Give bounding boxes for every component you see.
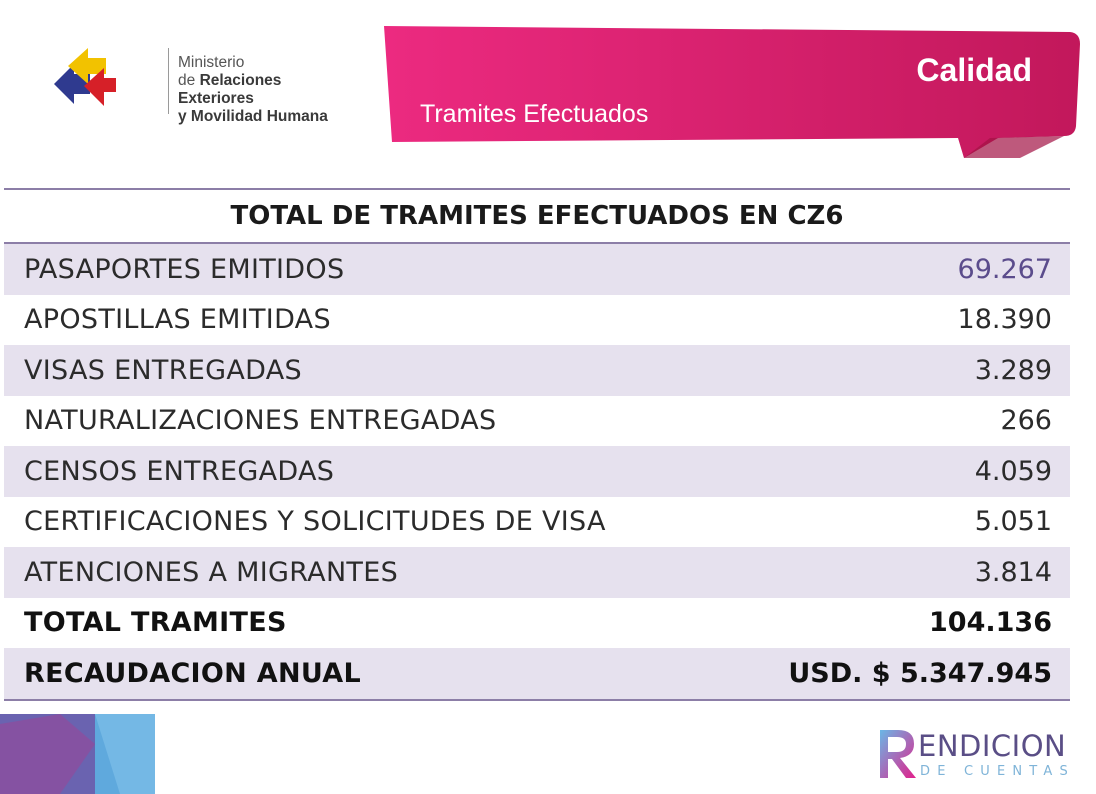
row-label: NATURALIZACIONES ENTREGADAS <box>24 405 497 437</box>
table-row-recaudacion: RECAUDACION ANUAL USD. $ 5.347.945 <box>4 648 1070 699</box>
ministry-arrows-icon <box>54 48 116 106</box>
table-bottom-rule <box>4 698 1070 701</box>
ministry-name-line2-prefix: de <box>178 72 200 89</box>
row-label: APOSTILLAS EMITIDAS <box>24 304 331 336</box>
ministry-logo: Ministerio de Relaciones Exteriores y Mo… <box>50 44 340 125</box>
table-top-rule <box>4 188 1070 190</box>
table-row-total: TOTAL TRAMITES 104.136 <box>4 598 1070 649</box>
row-value: 18.390 <box>957 304 1052 336</box>
logo-divider <box>168 48 169 114</box>
row-label: CERTIFICACIONES Y SOLICITUDES DE VISA <box>24 506 606 538</box>
section-banner: Calidad Tramites Efectuados <box>370 22 1082 162</box>
rendicion-r-icon <box>880 730 916 778</box>
row-value: USD. $ 5.347.945 <box>788 657 1052 689</box>
row-value: 5.051 <box>974 506 1052 538</box>
tramites-table: TOTAL DE TRAMITES EFECTUADOS EN CZ6 PASA… <box>4 188 1070 701</box>
row-value: 4.059 <box>974 455 1052 487</box>
row-value: 3.289 <box>974 354 1052 386</box>
rendicion-top-text: ENDICION <box>918 729 1067 763</box>
banner-title: Calidad <box>916 52 1032 88</box>
banner-shape <box>384 26 1080 158</box>
rendicion-bottom-text: DE CUENTAS <box>920 764 1075 779</box>
row-label: CENSOS ENTREGADAS <box>24 455 335 487</box>
table-row: NATURALIZACIONES ENTREGADAS 266 <box>4 396 1070 447</box>
row-value: 3.814 <box>974 556 1052 588</box>
row-label: TOTAL TRAMITES <box>24 607 287 639</box>
banner-subtitle: Tramites Efectuados <box>420 100 649 128</box>
table-row: PASAPORTES EMITIDOS 69.267 <box>4 244 1070 295</box>
row-label: VISAS ENTREGADAS <box>24 354 302 386</box>
ministry-name-line3: y Movilidad Humana <box>178 108 328 125</box>
table-title: TOTAL DE TRAMITES EFECTUADOS EN CZ6 <box>4 190 1070 244</box>
ministry-name-line1: Ministerio <box>178 54 245 71</box>
ministry-name-line2: de Relaciones Exteriores <box>178 72 340 108</box>
row-value: 69.267 <box>957 253 1052 285</box>
table-row: VISAS ENTREGADAS 3.289 <box>4 345 1070 396</box>
row-label: RECAUDACION ANUAL <box>24 657 361 689</box>
rendicion-logo: ENDICION DE CUENTAS <box>876 728 1076 780</box>
row-label: PASAPORTES EMITIDOS <box>24 253 345 285</box>
row-value: 104.136 <box>929 607 1052 639</box>
footer-decoration <box>0 714 155 794</box>
table-row: CERTIFICACIONES Y SOLICITUDES DE VISA 5.… <box>4 497 1070 548</box>
ministry-name-line2-bold: Relaciones Exteriores <box>178 72 282 107</box>
ministry-name: Ministerio de Relaciones Exteriores y Mo… <box>178 54 340 126</box>
table-row: ATENCIONES A MIGRANTES 3.814 <box>4 547 1070 598</box>
table-row: APOSTILLAS EMITIDAS 18.390 <box>4 295 1070 346</box>
row-value: 266 <box>1000 405 1052 437</box>
table-row: CENSOS ENTREGADAS 4.059 <box>4 446 1070 497</box>
row-label: ATENCIONES A MIGRANTES <box>24 556 399 588</box>
